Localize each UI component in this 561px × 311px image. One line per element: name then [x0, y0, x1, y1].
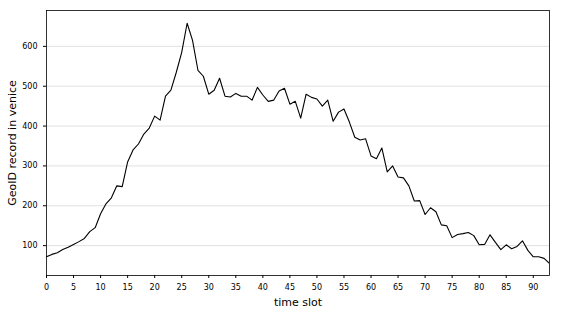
svg-text:5: 5	[71, 283, 76, 292]
svg-text:0: 0	[44, 283, 49, 292]
svg-text:35: 35	[231, 283, 241, 292]
svg-text:80: 80	[474, 283, 484, 292]
svg-text:50: 50	[312, 283, 322, 292]
svg-text:600: 600	[22, 42, 37, 51]
svg-text:time slot: time slot	[274, 296, 323, 309]
svg-text:30: 30	[204, 283, 214, 292]
svg-text:60: 60	[366, 283, 376, 292]
svg-text:10: 10	[95, 283, 105, 292]
svg-text:70: 70	[420, 283, 430, 292]
svg-text:55: 55	[339, 283, 349, 292]
svg-text:100: 100	[22, 241, 37, 250]
svg-text:40: 40	[258, 283, 268, 292]
svg-text:GeoID record in venice: GeoID record in venice	[6, 80, 19, 206]
svg-text:300: 300	[22, 161, 37, 170]
svg-text:15: 15	[123, 283, 133, 292]
svg-text:85: 85	[501, 283, 511, 292]
svg-text:500: 500	[22, 82, 37, 91]
svg-text:400: 400	[22, 122, 37, 131]
svg-text:90: 90	[528, 283, 538, 292]
svg-text:65: 65	[393, 283, 403, 292]
svg-text:20: 20	[150, 283, 160, 292]
svg-text:75: 75	[447, 283, 457, 292]
svg-text:25: 25	[177, 283, 187, 292]
svg-text:200: 200	[22, 201, 37, 210]
svg-text:45: 45	[285, 283, 295, 292]
